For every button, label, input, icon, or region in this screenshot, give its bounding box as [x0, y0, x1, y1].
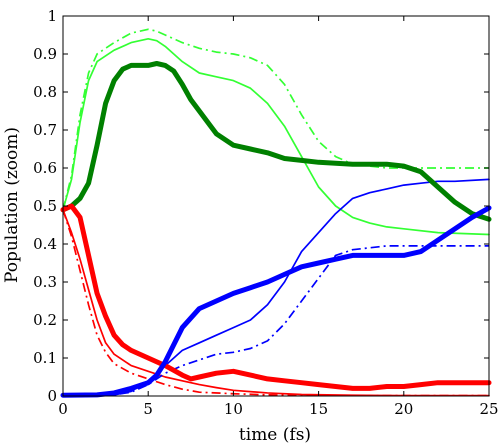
y-axis-label: Population (zoom) — [2, 127, 22, 283]
x-tick-label: 5 — [143, 400, 153, 418]
y-tick-label: 0.7 — [33, 121, 57, 139]
x-tick-label: 10 — [224, 400, 243, 418]
series-line-3 — [62, 28, 489, 211]
y-tick-label: 0.3 — [33, 273, 57, 291]
y-tick-label: 0.2 — [33, 311, 57, 329]
series-line-7 — [60, 205, 492, 398]
y-tick-label: 0.9 — [33, 45, 57, 63]
y-tick-label: 1 — [47, 7, 57, 25]
x-tick-label: 15 — [309, 400, 328, 418]
y-tick-label: 0.4 — [33, 235, 57, 253]
plot-frame — [62, 15, 490, 397]
series-line-6 — [62, 209, 489, 397]
x-tick-label: 0 — [58, 400, 68, 418]
series-line-1 — [60, 61, 492, 222]
series-line-9 — [62, 245, 489, 397]
x-tick-label: 20 — [394, 400, 413, 418]
series-line-2 — [62, 37, 490, 236]
ticks-layer: 0 5 10 15 20 25 0 0.1 0.2 0.3 0.4 0.5 0.6 0.7 0.8 0.9 1 — [33, 7, 498, 418]
y-tick-label: 0.6 — [33, 159, 57, 177]
y-tick-label: 0.5 — [33, 197, 57, 215]
x-axis-label: time (fs) — [239, 425, 311, 445]
series-line-4 — [60, 203, 492, 391]
y-tick-label: 0.8 — [33, 83, 57, 101]
series-line-5 — [62, 208, 490, 397]
series-layer — [60, 28, 492, 398]
axes-layer — [62, 15, 490, 397]
x-tick-label: 25 — [479, 400, 498, 418]
y-tick-label: 0 — [47, 387, 57, 405]
y-tick-label: 0.1 — [33, 349, 57, 367]
